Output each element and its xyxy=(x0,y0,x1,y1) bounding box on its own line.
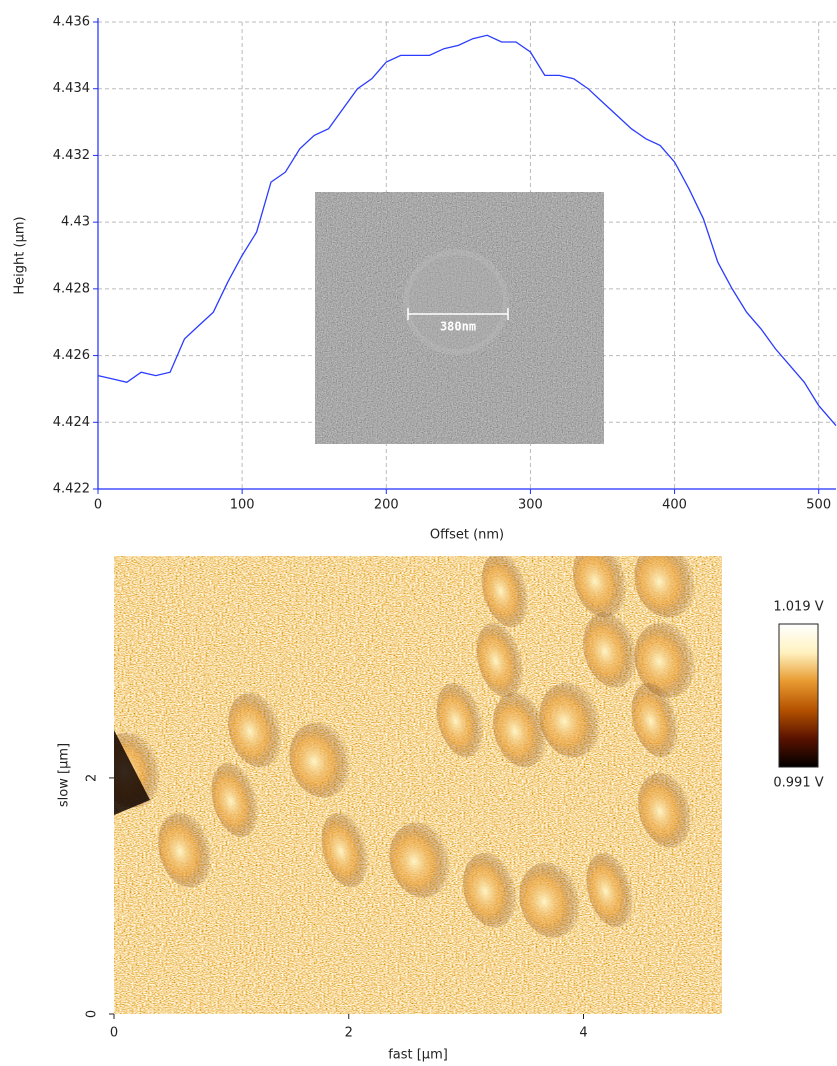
inset-label: 380nm xyxy=(440,320,476,334)
x-tick-label: 0 xyxy=(110,1026,118,1041)
y-tick-label: 2 xyxy=(85,774,100,782)
y-tick-label: 4.424 xyxy=(53,415,90,430)
y-axis-label: Height (µm) xyxy=(13,216,28,294)
colorbar-label: 0.991 V xyxy=(773,776,823,791)
y-tick-label: 4.426 xyxy=(53,348,90,363)
y-tick-label: 0 xyxy=(85,1010,100,1018)
y-axis-label: slow [µm] xyxy=(57,743,72,807)
x-axis-label: fast [µm] xyxy=(388,1048,448,1063)
x-tick-label: 100 xyxy=(230,498,255,513)
x-tick-label: 0 xyxy=(94,498,102,513)
y-tick-label: 4.428 xyxy=(53,281,90,296)
y-tick-label: 4.436 xyxy=(53,15,90,30)
afm-texture xyxy=(114,556,722,1014)
afm-image xyxy=(91,536,722,1014)
x-tick-label: 2 xyxy=(345,1026,353,1041)
inset-image: 380nm xyxy=(315,192,604,444)
x-tick-label: 200 xyxy=(374,498,399,513)
y-tick-label: 4.432 xyxy=(53,148,90,163)
colorbar xyxy=(779,624,818,767)
x-tick-label: 400 xyxy=(662,498,687,513)
y-tick-label: 4.43 xyxy=(61,215,90,230)
colorbar-label: 1.019 V xyxy=(773,600,823,615)
x-tick-label: 300 xyxy=(518,498,543,513)
x-tick-label: 500 xyxy=(806,498,831,513)
x-axis-label: Offset (nm) xyxy=(430,528,504,543)
y-tick-label: 4.422 xyxy=(53,482,90,497)
figure: 4.422 4.424 4.426 4.428 4.43 4.432 4.434 4.436 0… xyxy=(0,0,837,1066)
y-tick-label: 4.434 xyxy=(53,81,90,96)
x-tick-label: 4 xyxy=(579,1026,587,1041)
